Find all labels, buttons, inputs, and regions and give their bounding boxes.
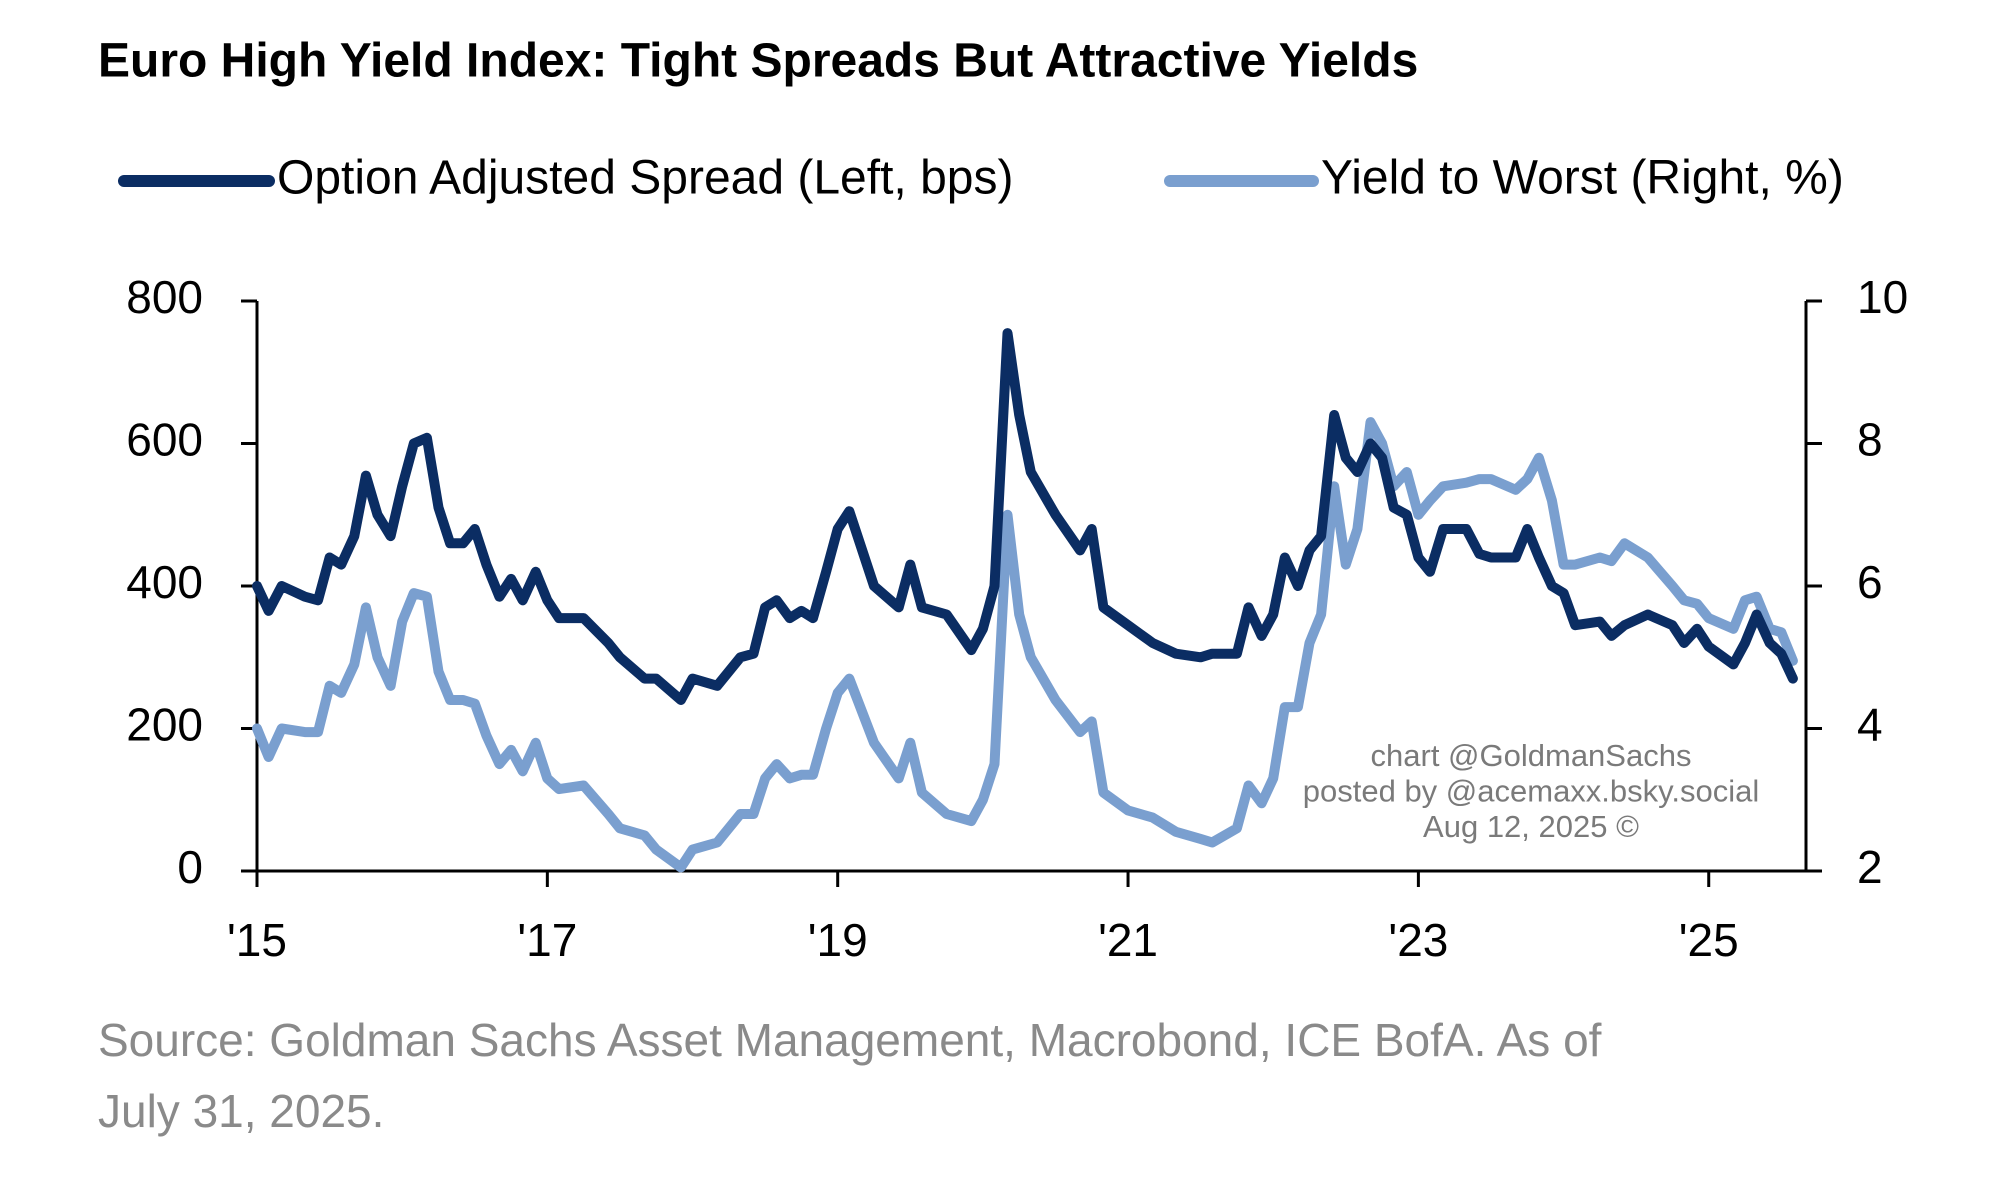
y-tick-label: 200 [126, 699, 203, 751]
y2-tick-label: 6 [1857, 556, 1883, 608]
annotation: Aug 12, 2025 © [1423, 809, 1639, 844]
x-tick-label: '19 [808, 914, 868, 966]
y2-tick-label: 2 [1857, 841, 1883, 893]
chart-title: Euro High Yield Index: Tight Spreads But… [98, 35, 1418, 88]
y-tick-label: 0 [177, 841, 203, 893]
y2-tick-label: 8 [1857, 414, 1883, 466]
annotation: chart @GoldmanSachs [1371, 738, 1692, 773]
series-line [252, 417, 1798, 873]
y2-tick-label: 4 [1857, 699, 1883, 751]
series-line [252, 328, 1798, 705]
x-tick-label: '25 [1679, 914, 1739, 966]
y-tick-label: 400 [126, 556, 203, 608]
source-line: Source: Goldman Sachs Asset Management, … [98, 1014, 1602, 1066]
y-tick-label: 800 [126, 271, 203, 323]
y2-tick-label: 10 [1857, 271, 1908, 323]
x-tick-label: '23 [1388, 914, 1448, 966]
x-tick-label: '17 [517, 914, 577, 966]
y-tick-label: 600 [126, 414, 203, 466]
legend-label: Yield to Worst (Right, %) [1321, 152, 1844, 205]
legend-label: Option Adjusted Spread (Left, bps) [277, 152, 1013, 205]
x-tick-label: '15 [227, 914, 287, 966]
source-line: July 31, 2025. [98, 1085, 384, 1137]
annotation: posted by @acemaxx.bsky.social [1303, 774, 1759, 809]
x-tick-label: '21 [1098, 914, 1158, 966]
